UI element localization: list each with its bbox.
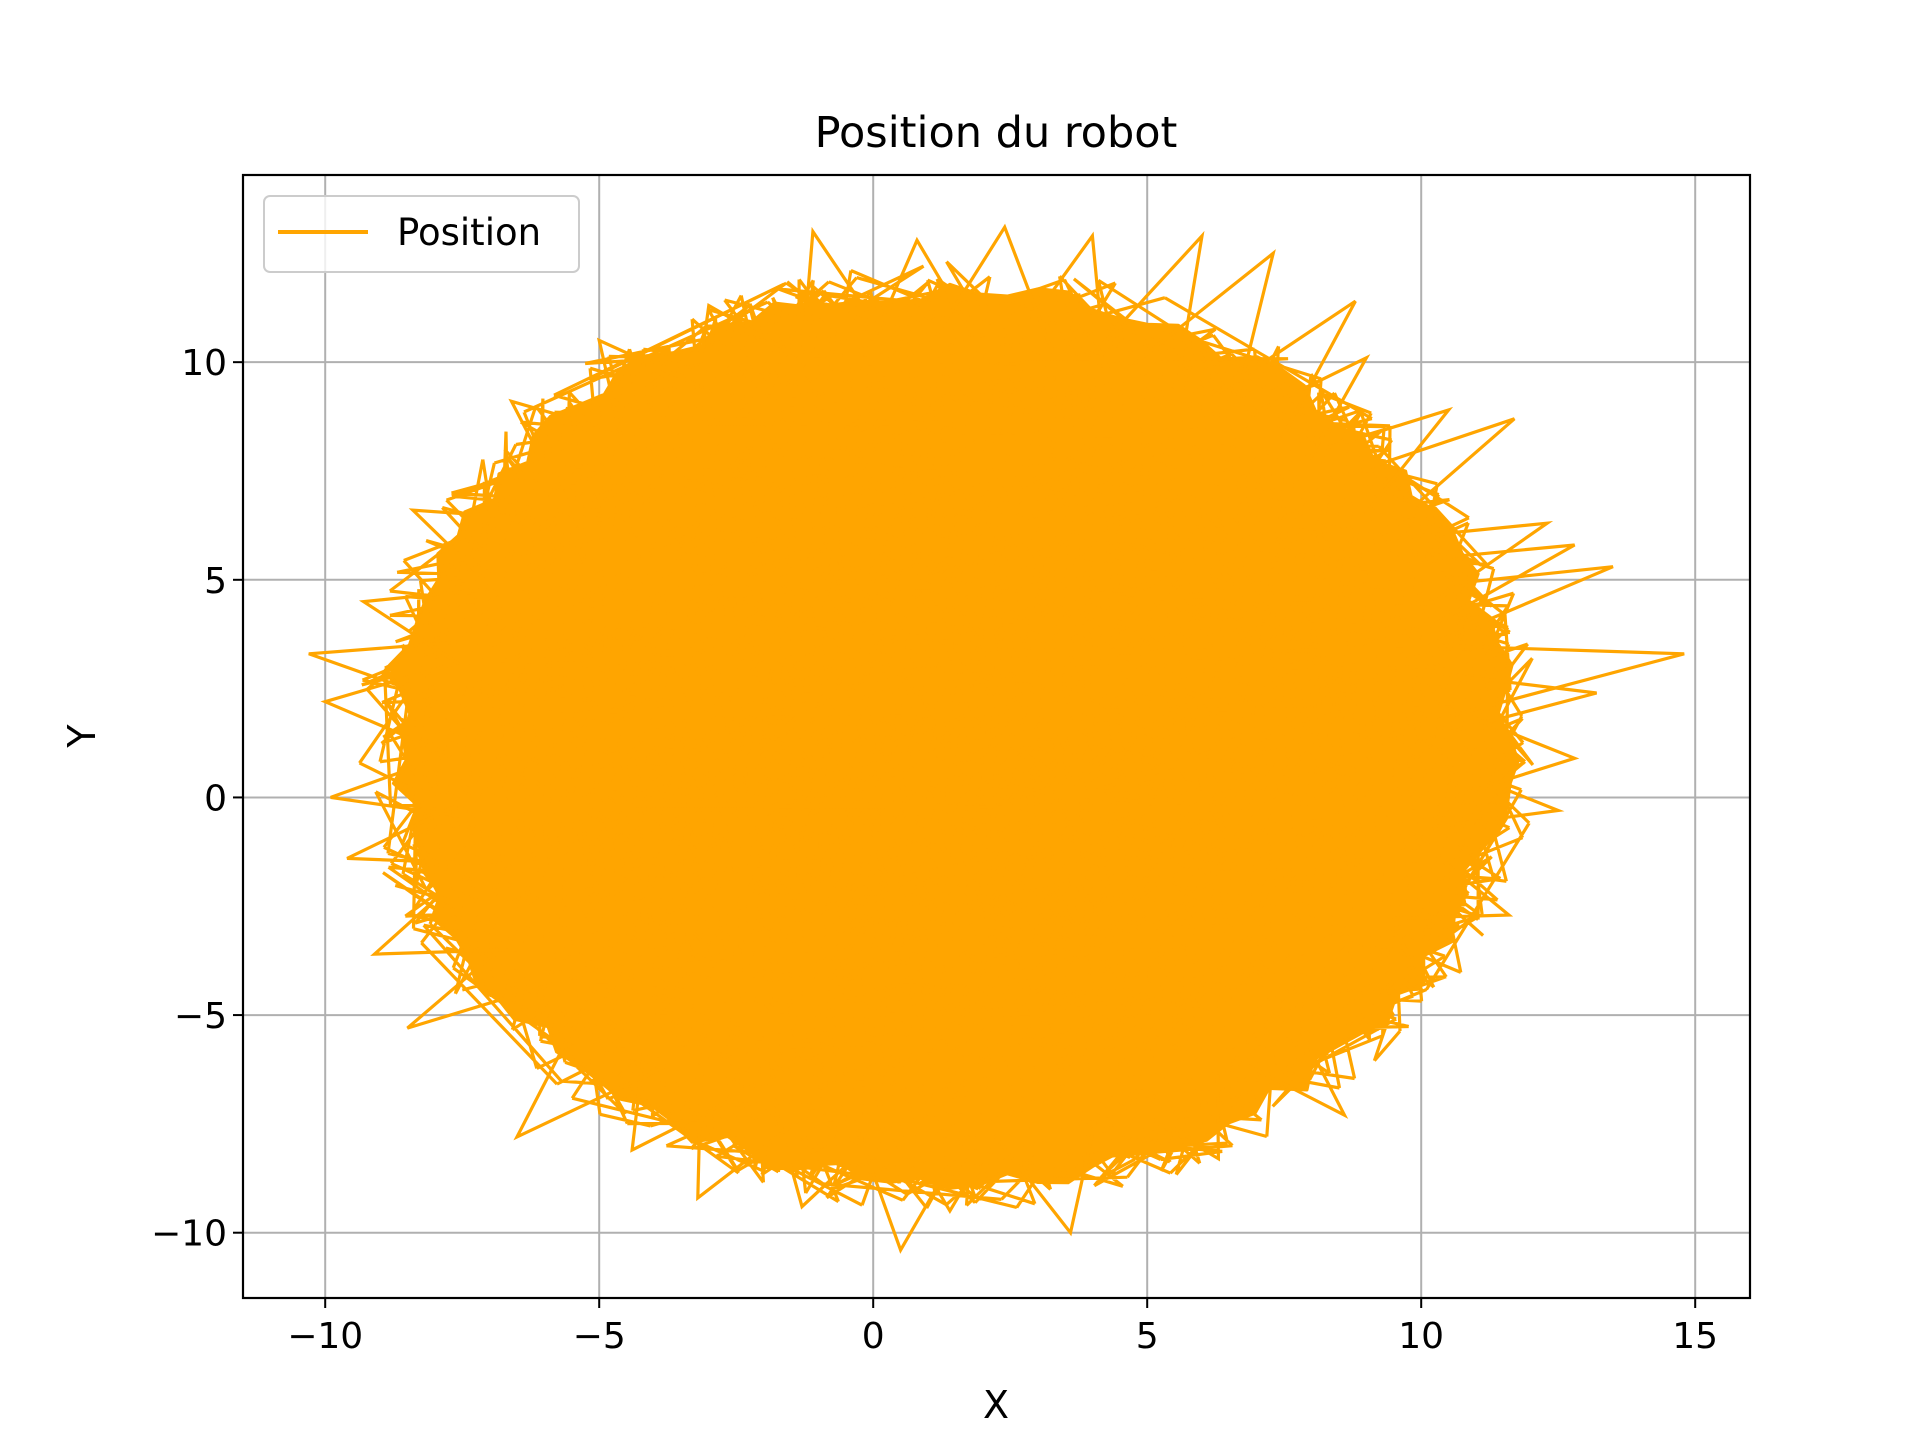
trajectory-excursion (696, 1083, 802, 1202)
trajectory-excursion (358, 587, 486, 666)
y-tick-label: −5 (174, 996, 227, 1037)
trajectory-excursion (406, 933, 557, 1030)
trajectory-excursion (1399, 543, 1576, 628)
y-tick-label: 5 (204, 561, 227, 602)
y-tick-label: −10 (151, 1214, 227, 1255)
trajectory-excursion (1240, 1023, 1349, 1119)
trajectory-excursion (1436, 644, 1685, 718)
trajectory-excursion (1133, 1074, 1221, 1162)
x-tick-label: 5 (1136, 1316, 1159, 1357)
y-tick-label: 10 (181, 343, 227, 384)
plot-frame (241, 173, 1752, 1300)
trajectory-excursion (934, 223, 1051, 345)
axis-ticks: −10 −5 0 5 10 15 −10 −5 0 5 10 (151, 343, 1718, 1357)
trajectory-excursion (346, 803, 477, 865)
trajectory-excursion (1413, 565, 1614, 644)
trajectory-excursion (408, 508, 532, 585)
trajectory-excursion (1443, 672, 1598, 734)
trajectory-excursion (801, 226, 887, 354)
y-tick-label: 0 (204, 778, 227, 819)
legend-label-position: Position (397, 211, 541, 254)
trajectory-edge-segments (358, 260, 1535, 1210)
trajectory-excursion (1442, 706, 1580, 802)
trajectory-excursion (320, 660, 460, 757)
trajectory-excursion (513, 1007, 667, 1141)
chart-title: Position du robot (815, 108, 1178, 158)
trajectory-excursion (370, 861, 527, 956)
x-tick-label: 0 (862, 1316, 885, 1357)
trajectory-excursion (695, 303, 798, 392)
trajectory-excursion (1093, 230, 1205, 381)
trajectory-excursion (1332, 417, 1516, 536)
trajectory-excursion (1331, 920, 1424, 997)
trajectory-excursion (856, 1129, 968, 1254)
x-tick-label: −10 (287, 1316, 363, 1357)
trajectory-excursion (308, 640, 465, 706)
trajectory-excursion (1304, 406, 1454, 516)
x-axis-label: X (983, 1383, 1009, 1427)
trajectory-excursion (1436, 764, 1565, 828)
trajectory-excursion (1016, 231, 1106, 356)
x-tick-label: −5 (573, 1316, 626, 1357)
trajectory-excursion (1384, 521, 1554, 611)
trajectory-excursion (1212, 299, 1357, 439)
trajectory-excursion (330, 752, 461, 818)
trajectory-excursion (1132, 249, 1276, 409)
x-tick-label: 10 (1398, 1316, 1444, 1357)
y-axis-label: Y (60, 724, 104, 749)
trajectory-excursion (508, 398, 624, 491)
x-tick-label: 15 (1672, 1316, 1718, 1357)
trajectory-excursion (630, 1052, 736, 1153)
data-layer (308, 223, 1685, 1254)
trajectory-excursion (1247, 354, 1371, 460)
legend: Position (263, 195, 580, 273)
trajectory-excursion (596, 337, 705, 436)
trajectory-excursion (774, 1111, 882, 1210)
trajectory-excursion (903, 1134, 997, 1215)
trajectory-excursion (993, 1119, 1097, 1237)
legend-box (263, 195, 580, 273)
trajectory-excursion (1394, 848, 1514, 921)
